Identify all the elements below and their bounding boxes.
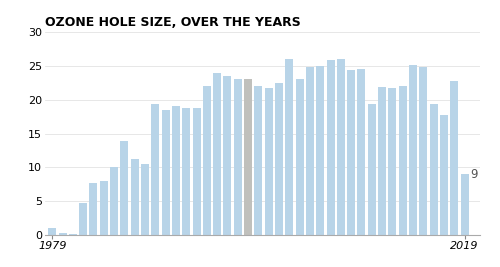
Bar: [110, 167, 118, 235]
Bar: [254, 86, 262, 235]
Bar: [264, 88, 272, 235]
Bar: [234, 79, 242, 235]
Bar: [306, 67, 314, 235]
Bar: [337, 59, 345, 235]
Text: OZONE HOLE SIZE, OVER THE YEARS: OZONE HOLE SIZE, OVER THE YEARS: [45, 17, 301, 29]
Bar: [90, 183, 98, 235]
Bar: [182, 108, 190, 235]
Bar: [358, 69, 366, 235]
Bar: [420, 66, 428, 235]
Bar: [203, 86, 211, 235]
Bar: [460, 174, 468, 235]
Bar: [347, 70, 355, 235]
Bar: [48, 228, 56, 235]
Bar: [130, 159, 138, 235]
Bar: [388, 88, 396, 235]
Text: 9: 9: [470, 168, 478, 180]
Bar: [162, 110, 170, 235]
Bar: [275, 83, 283, 235]
Bar: [409, 65, 417, 235]
Bar: [378, 87, 386, 235]
Bar: [213, 73, 221, 235]
Bar: [69, 234, 77, 235]
Bar: [79, 203, 87, 235]
Bar: [286, 59, 294, 235]
Bar: [326, 60, 334, 235]
Bar: [316, 66, 324, 235]
Bar: [141, 164, 149, 235]
Bar: [398, 86, 406, 235]
Bar: [152, 104, 160, 235]
Bar: [172, 107, 180, 235]
Bar: [58, 233, 66, 235]
Bar: [430, 104, 438, 235]
Bar: [100, 181, 108, 235]
Bar: [192, 108, 200, 235]
Bar: [244, 79, 252, 235]
Bar: [368, 104, 376, 235]
Bar: [296, 79, 304, 235]
Bar: [450, 81, 458, 235]
Bar: [224, 76, 232, 235]
Bar: [440, 115, 448, 235]
Bar: [120, 141, 128, 235]
